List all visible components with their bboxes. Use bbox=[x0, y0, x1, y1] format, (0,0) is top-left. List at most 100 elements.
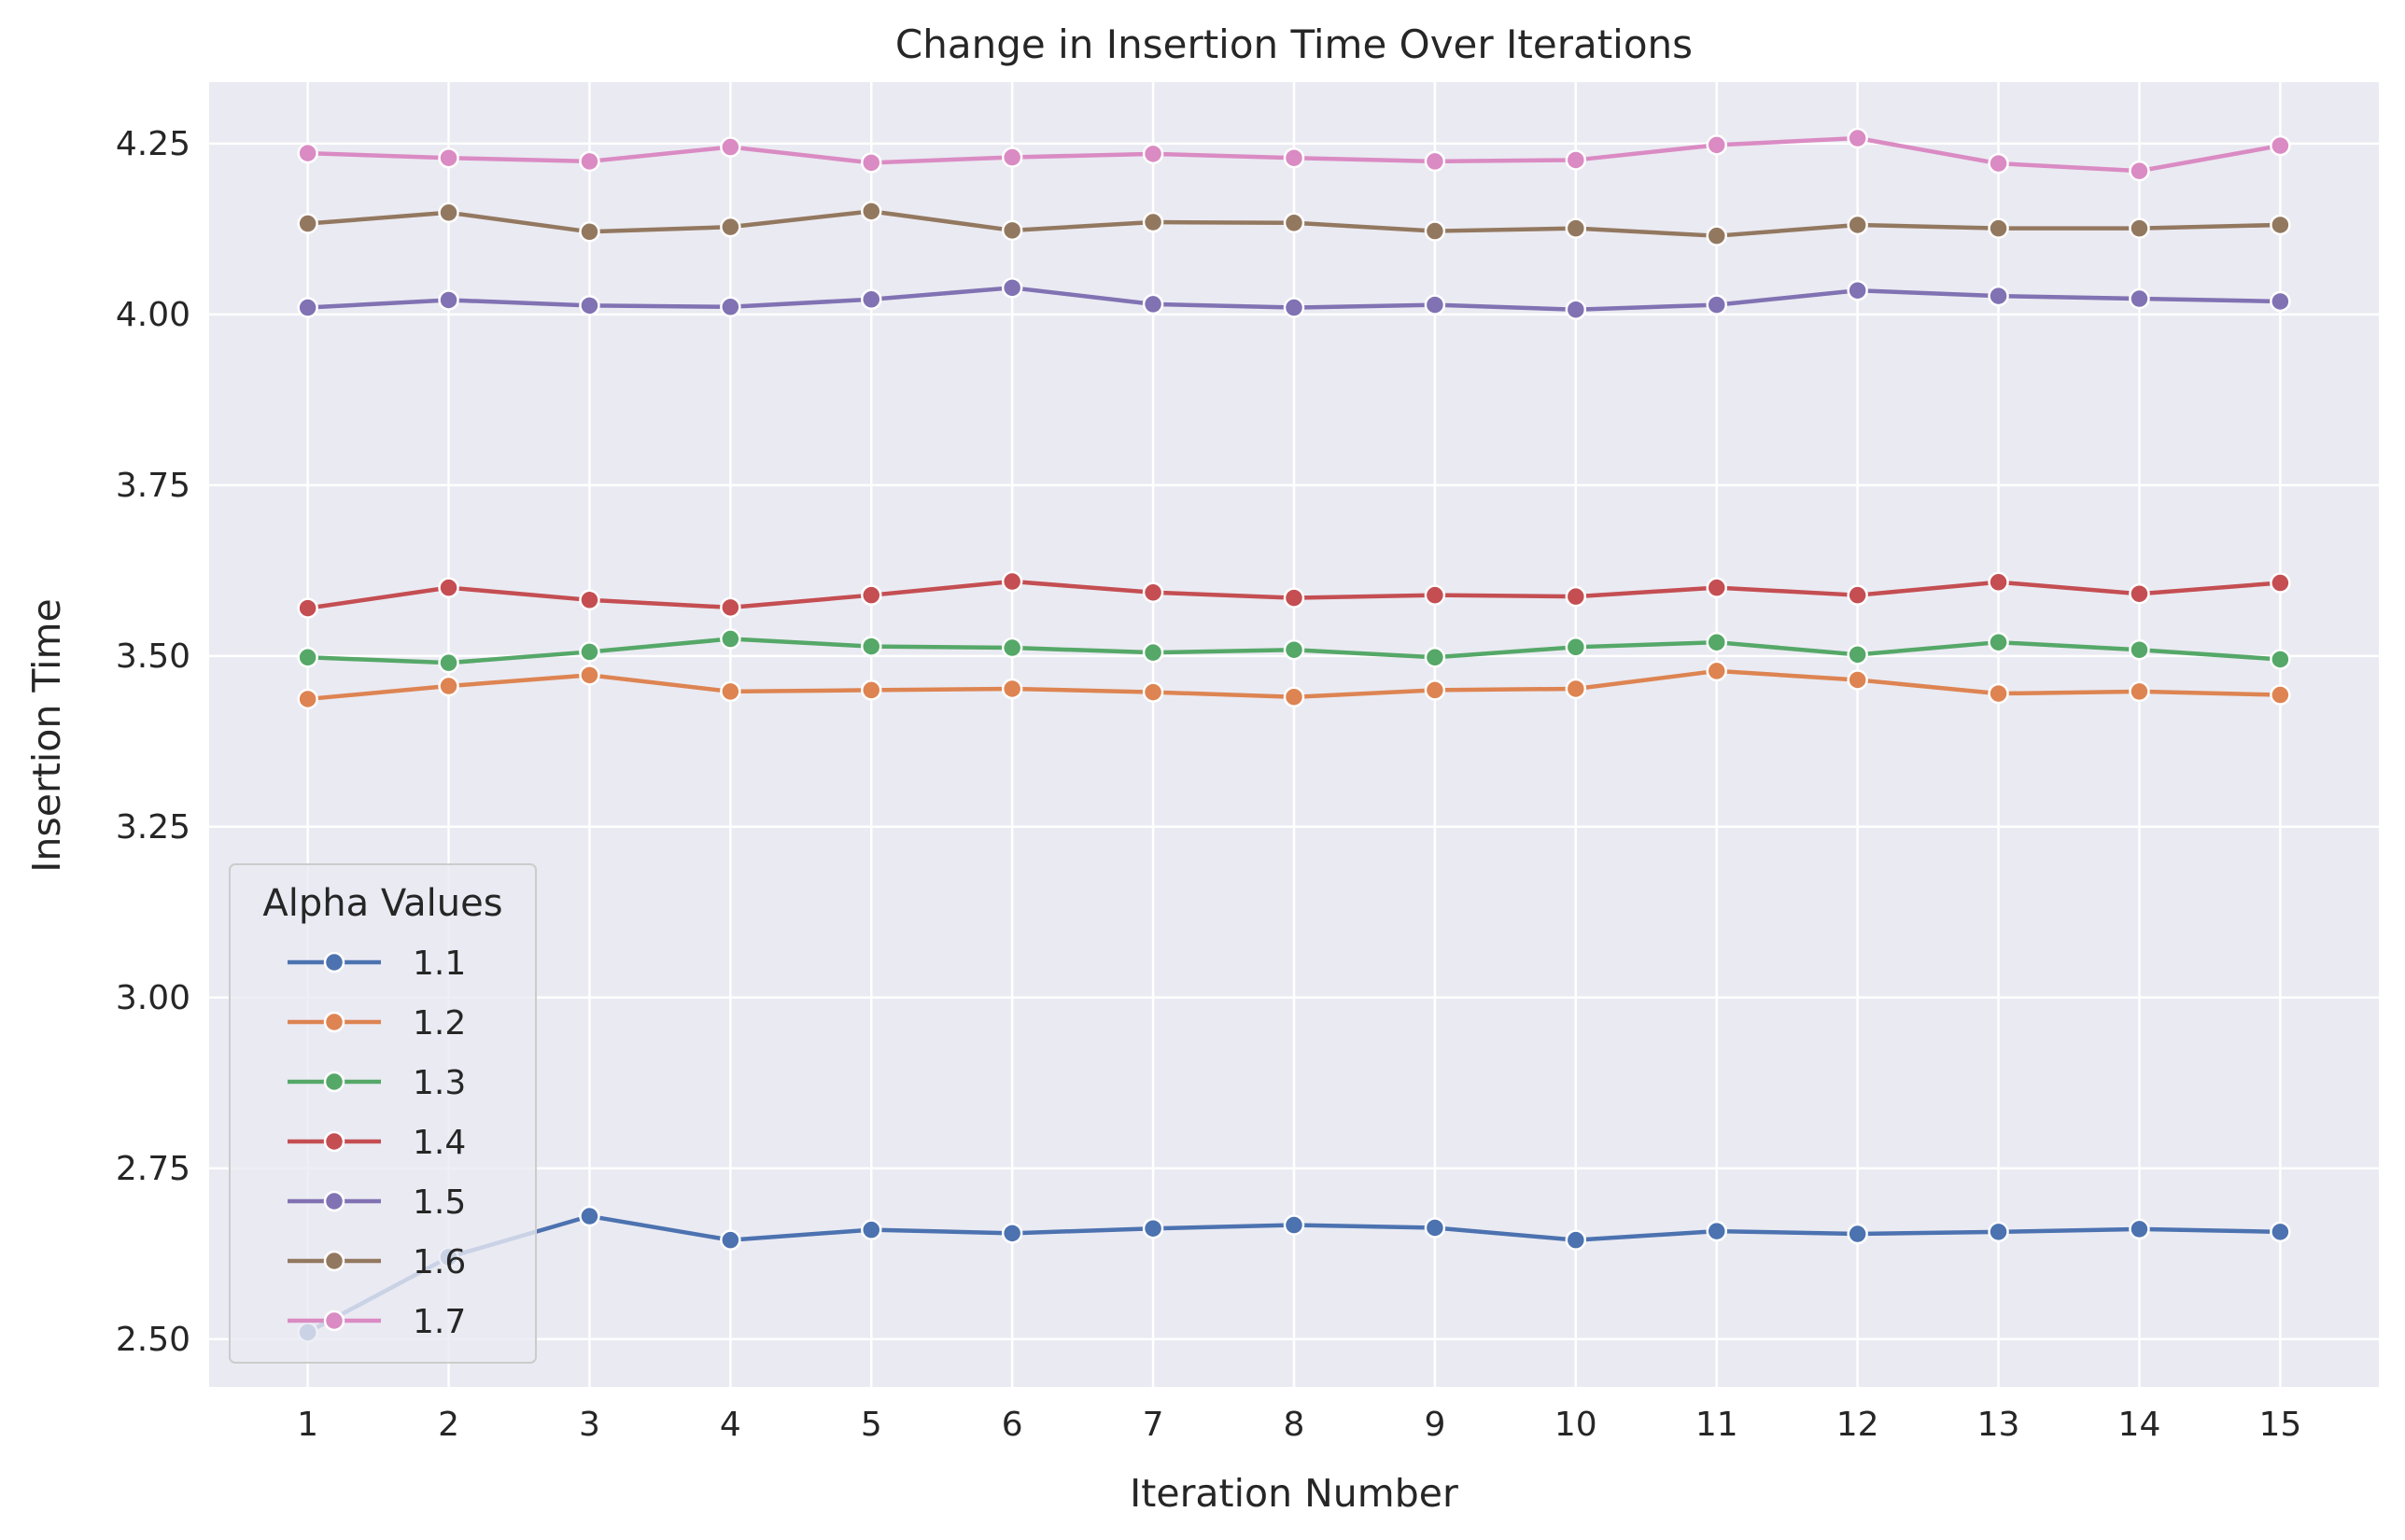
data-point bbox=[1706, 225, 1727, 246]
data-point bbox=[579, 665, 600, 686]
data-point bbox=[861, 636, 882, 657]
data-point bbox=[1424, 220, 1446, 242]
data-point bbox=[438, 289, 459, 311]
y-tick-label: 3.75 bbox=[116, 467, 190, 505]
data-point bbox=[1283, 686, 1305, 707]
legend-label: 1.6 bbox=[413, 1243, 466, 1281]
data-point bbox=[2270, 684, 2291, 706]
data-point bbox=[438, 651, 459, 674]
data-point bbox=[1142, 581, 1164, 604]
data-point bbox=[1424, 584, 1446, 606]
x-tick-label: 2 bbox=[438, 1406, 459, 1444]
data-point bbox=[1283, 587, 1305, 609]
y-tick-label: 3.50 bbox=[116, 637, 190, 676]
data-point bbox=[1706, 631, 1727, 653]
legend-marker bbox=[323, 1011, 345, 1033]
data-point bbox=[1001, 219, 1023, 242]
data-point bbox=[1001, 570, 1023, 593]
data-point bbox=[1706, 134, 1727, 156]
data-point bbox=[2129, 217, 2150, 239]
data-point bbox=[438, 202, 459, 224]
x-tick-label: 15 bbox=[2258, 1406, 2301, 1444]
data-point bbox=[1847, 644, 1868, 665]
data-point bbox=[1988, 631, 2009, 653]
data-point bbox=[579, 1205, 600, 1227]
data-point bbox=[861, 152, 882, 174]
series-1-4 bbox=[297, 570, 2291, 619]
data-point bbox=[1283, 147, 1305, 169]
data-point bbox=[2129, 287, 2150, 310]
x-tick-label: 13 bbox=[1977, 1406, 2020, 1444]
data-point bbox=[1001, 277, 1023, 299]
data-point bbox=[579, 589, 600, 611]
x-tick-label: 12 bbox=[1836, 1406, 1879, 1444]
data-point bbox=[1283, 297, 1305, 318]
x-tick-label: 3 bbox=[579, 1406, 600, 1444]
data-point bbox=[2270, 290, 2291, 313]
legend-label: 1.5 bbox=[413, 1183, 466, 1222]
legend-entry: 1.6 bbox=[288, 1243, 466, 1281]
data-point bbox=[720, 216, 741, 238]
data-point bbox=[1424, 647, 1446, 668]
data-point bbox=[1001, 147, 1023, 168]
data-point bbox=[1565, 585, 1587, 608]
data-point bbox=[1847, 1223, 1868, 1245]
data-point bbox=[1001, 637, 1023, 659]
data-point bbox=[1283, 1214, 1305, 1236]
data-point bbox=[2129, 1218, 2150, 1240]
data-point bbox=[1988, 152, 2009, 175]
data-point bbox=[1988, 1221, 2009, 1243]
data-point bbox=[579, 641, 600, 663]
data-point bbox=[2270, 1221, 2291, 1243]
data-point bbox=[1847, 214, 1868, 236]
x-axis-label: Iteration Number bbox=[1130, 1471, 1458, 1516]
data-point bbox=[438, 675, 459, 697]
data-point bbox=[2129, 160, 2150, 182]
legend-box bbox=[229, 863, 537, 1364]
series-1-5 bbox=[297, 277, 2291, 320]
data-point bbox=[1565, 637, 1587, 658]
data-point bbox=[438, 147, 459, 169]
legend-marker bbox=[323, 1130, 345, 1153]
data-point bbox=[579, 295, 600, 316]
data-point bbox=[2270, 214, 2291, 236]
data-point bbox=[1142, 681, 1164, 703]
series-layer bbox=[297, 127, 2291, 1343]
data-point bbox=[2129, 582, 2150, 605]
legend-marker bbox=[323, 1190, 345, 1212]
legend-label: 1.2 bbox=[413, 1004, 466, 1043]
legend-entry: 1.1 bbox=[288, 945, 466, 983]
data-point bbox=[861, 201, 882, 222]
y-tick-label: 3.00 bbox=[116, 979, 190, 1017]
data-point bbox=[579, 221, 600, 243]
data-point bbox=[1565, 299, 1587, 320]
legend-label: 1.3 bbox=[413, 1064, 466, 1102]
data-point bbox=[720, 628, 741, 650]
legend-marker bbox=[323, 1309, 345, 1332]
data-point bbox=[861, 679, 882, 701]
data-point bbox=[438, 577, 459, 598]
x-tick-label: 8 bbox=[1284, 1406, 1305, 1444]
data-point bbox=[297, 142, 318, 164]
x-tick-label: 1 bbox=[297, 1406, 318, 1444]
data-point bbox=[579, 150, 600, 173]
data-point bbox=[1001, 678, 1023, 700]
data-point bbox=[1988, 285, 2009, 307]
data-point bbox=[1847, 584, 1868, 606]
legend: Alpha Values 1.1 1.2 1.3 1.4 1.5 1.6 1.7 bbox=[229, 863, 537, 1364]
legend-marker bbox=[323, 951, 345, 973]
data-point bbox=[2270, 649, 2291, 670]
legend-entry: 1.5 bbox=[288, 1183, 466, 1222]
data-point bbox=[1142, 641, 1164, 664]
data-point bbox=[861, 1219, 882, 1240]
y-tick-label: 4.25 bbox=[116, 125, 190, 163]
data-point bbox=[1847, 669, 1868, 691]
data-point bbox=[1565, 1229, 1587, 1251]
data-point bbox=[1424, 1217, 1446, 1239]
data-point bbox=[861, 584, 882, 606]
data-point bbox=[2270, 134, 2291, 157]
legend-title: Alpha Values bbox=[262, 882, 502, 925]
data-point bbox=[297, 647, 318, 668]
data-point bbox=[2129, 638, 2150, 661]
x-tick-label: 9 bbox=[1424, 1406, 1445, 1444]
